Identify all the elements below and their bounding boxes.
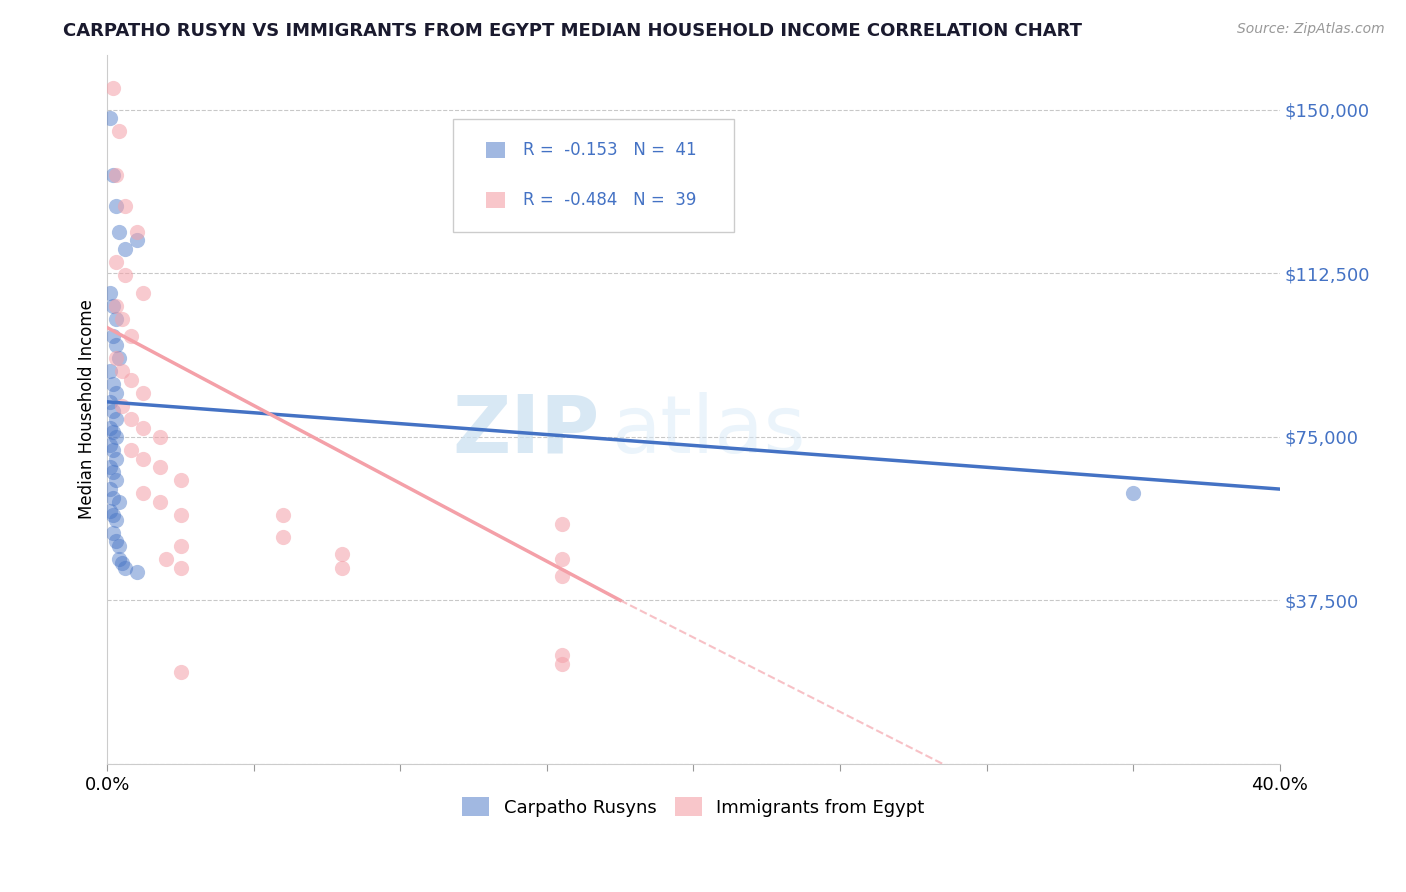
Point xyxy=(105,338,128,352)
Point xyxy=(550,552,572,566)
Point xyxy=(114,560,136,574)
Point xyxy=(105,168,128,182)
Point xyxy=(131,386,153,401)
Point xyxy=(149,495,172,509)
Point xyxy=(105,534,128,549)
Point xyxy=(169,539,191,553)
Point xyxy=(98,112,121,126)
Point xyxy=(103,525,125,540)
Point xyxy=(131,421,153,435)
FancyBboxPatch shape xyxy=(486,192,505,208)
Text: ZIP: ZIP xyxy=(453,392,600,470)
Point xyxy=(550,516,572,531)
Point xyxy=(105,451,128,466)
Point xyxy=(108,124,131,138)
Point xyxy=(550,657,572,671)
Point xyxy=(111,399,134,413)
Point xyxy=(103,442,125,457)
Point xyxy=(131,486,153,500)
Point xyxy=(169,474,191,488)
Point xyxy=(1122,486,1144,500)
Point xyxy=(103,403,125,417)
Point xyxy=(120,412,142,426)
Point xyxy=(120,373,142,387)
Point xyxy=(103,465,125,479)
Text: R =  -0.484   N =  39: R = -0.484 N = 39 xyxy=(523,191,696,209)
Point xyxy=(108,225,131,239)
Point xyxy=(108,495,131,509)
Point xyxy=(131,451,153,466)
Point xyxy=(111,364,134,378)
Point xyxy=(169,560,191,574)
Point xyxy=(114,198,136,212)
Point xyxy=(111,556,134,570)
Point xyxy=(550,569,572,583)
Point xyxy=(105,513,128,527)
Point xyxy=(271,508,294,523)
Point xyxy=(98,438,121,452)
Point xyxy=(98,364,121,378)
Point xyxy=(125,234,148,248)
Point xyxy=(125,565,148,579)
Point xyxy=(103,425,125,440)
Point xyxy=(330,548,353,562)
Point xyxy=(103,491,125,505)
Point xyxy=(105,386,128,401)
Point xyxy=(105,430,128,444)
FancyBboxPatch shape xyxy=(486,143,505,158)
Point xyxy=(105,198,128,212)
Point xyxy=(103,377,125,392)
Point xyxy=(114,268,136,283)
Point xyxy=(105,474,128,488)
Point xyxy=(169,508,191,523)
Point xyxy=(155,552,177,566)
Point xyxy=(105,299,128,313)
Point xyxy=(105,312,128,326)
Text: CARPATHO RUSYN VS IMMIGRANTS FROM EGYPT MEDIAN HOUSEHOLD INCOME CORRELATION CHAR: CARPATHO RUSYN VS IMMIGRANTS FROM EGYPT … xyxy=(63,22,1083,40)
Point xyxy=(149,430,172,444)
Legend: Carpatho Rusyns, Immigrants from Egypt: Carpatho Rusyns, Immigrants from Egypt xyxy=(453,789,934,826)
Text: R =  -0.153   N =  41: R = -0.153 N = 41 xyxy=(523,141,696,159)
Point xyxy=(271,530,294,544)
Point xyxy=(98,460,121,475)
Point xyxy=(105,412,128,426)
Point xyxy=(103,508,125,523)
Point xyxy=(125,225,148,239)
Point xyxy=(103,329,125,343)
Text: atlas: atlas xyxy=(612,392,806,470)
Text: Source: ZipAtlas.com: Source: ZipAtlas.com xyxy=(1237,22,1385,37)
Point xyxy=(108,539,131,553)
Point xyxy=(114,242,136,256)
Point xyxy=(120,442,142,457)
Point xyxy=(103,299,125,313)
Point xyxy=(108,552,131,566)
Point xyxy=(169,665,191,680)
Point xyxy=(98,421,121,435)
Point xyxy=(111,312,134,326)
Point xyxy=(149,460,172,475)
Point xyxy=(103,168,125,182)
Y-axis label: Median Household Income: Median Household Income xyxy=(79,300,96,519)
Point xyxy=(98,285,121,300)
Point xyxy=(103,80,125,95)
Point xyxy=(550,648,572,662)
Point xyxy=(105,351,128,366)
Point xyxy=(131,285,153,300)
Point xyxy=(330,560,353,574)
Point xyxy=(98,395,121,409)
Point xyxy=(105,255,128,269)
Point xyxy=(98,482,121,496)
Point xyxy=(108,351,131,366)
Point xyxy=(120,329,142,343)
Point xyxy=(98,504,121,518)
FancyBboxPatch shape xyxy=(453,119,734,232)
